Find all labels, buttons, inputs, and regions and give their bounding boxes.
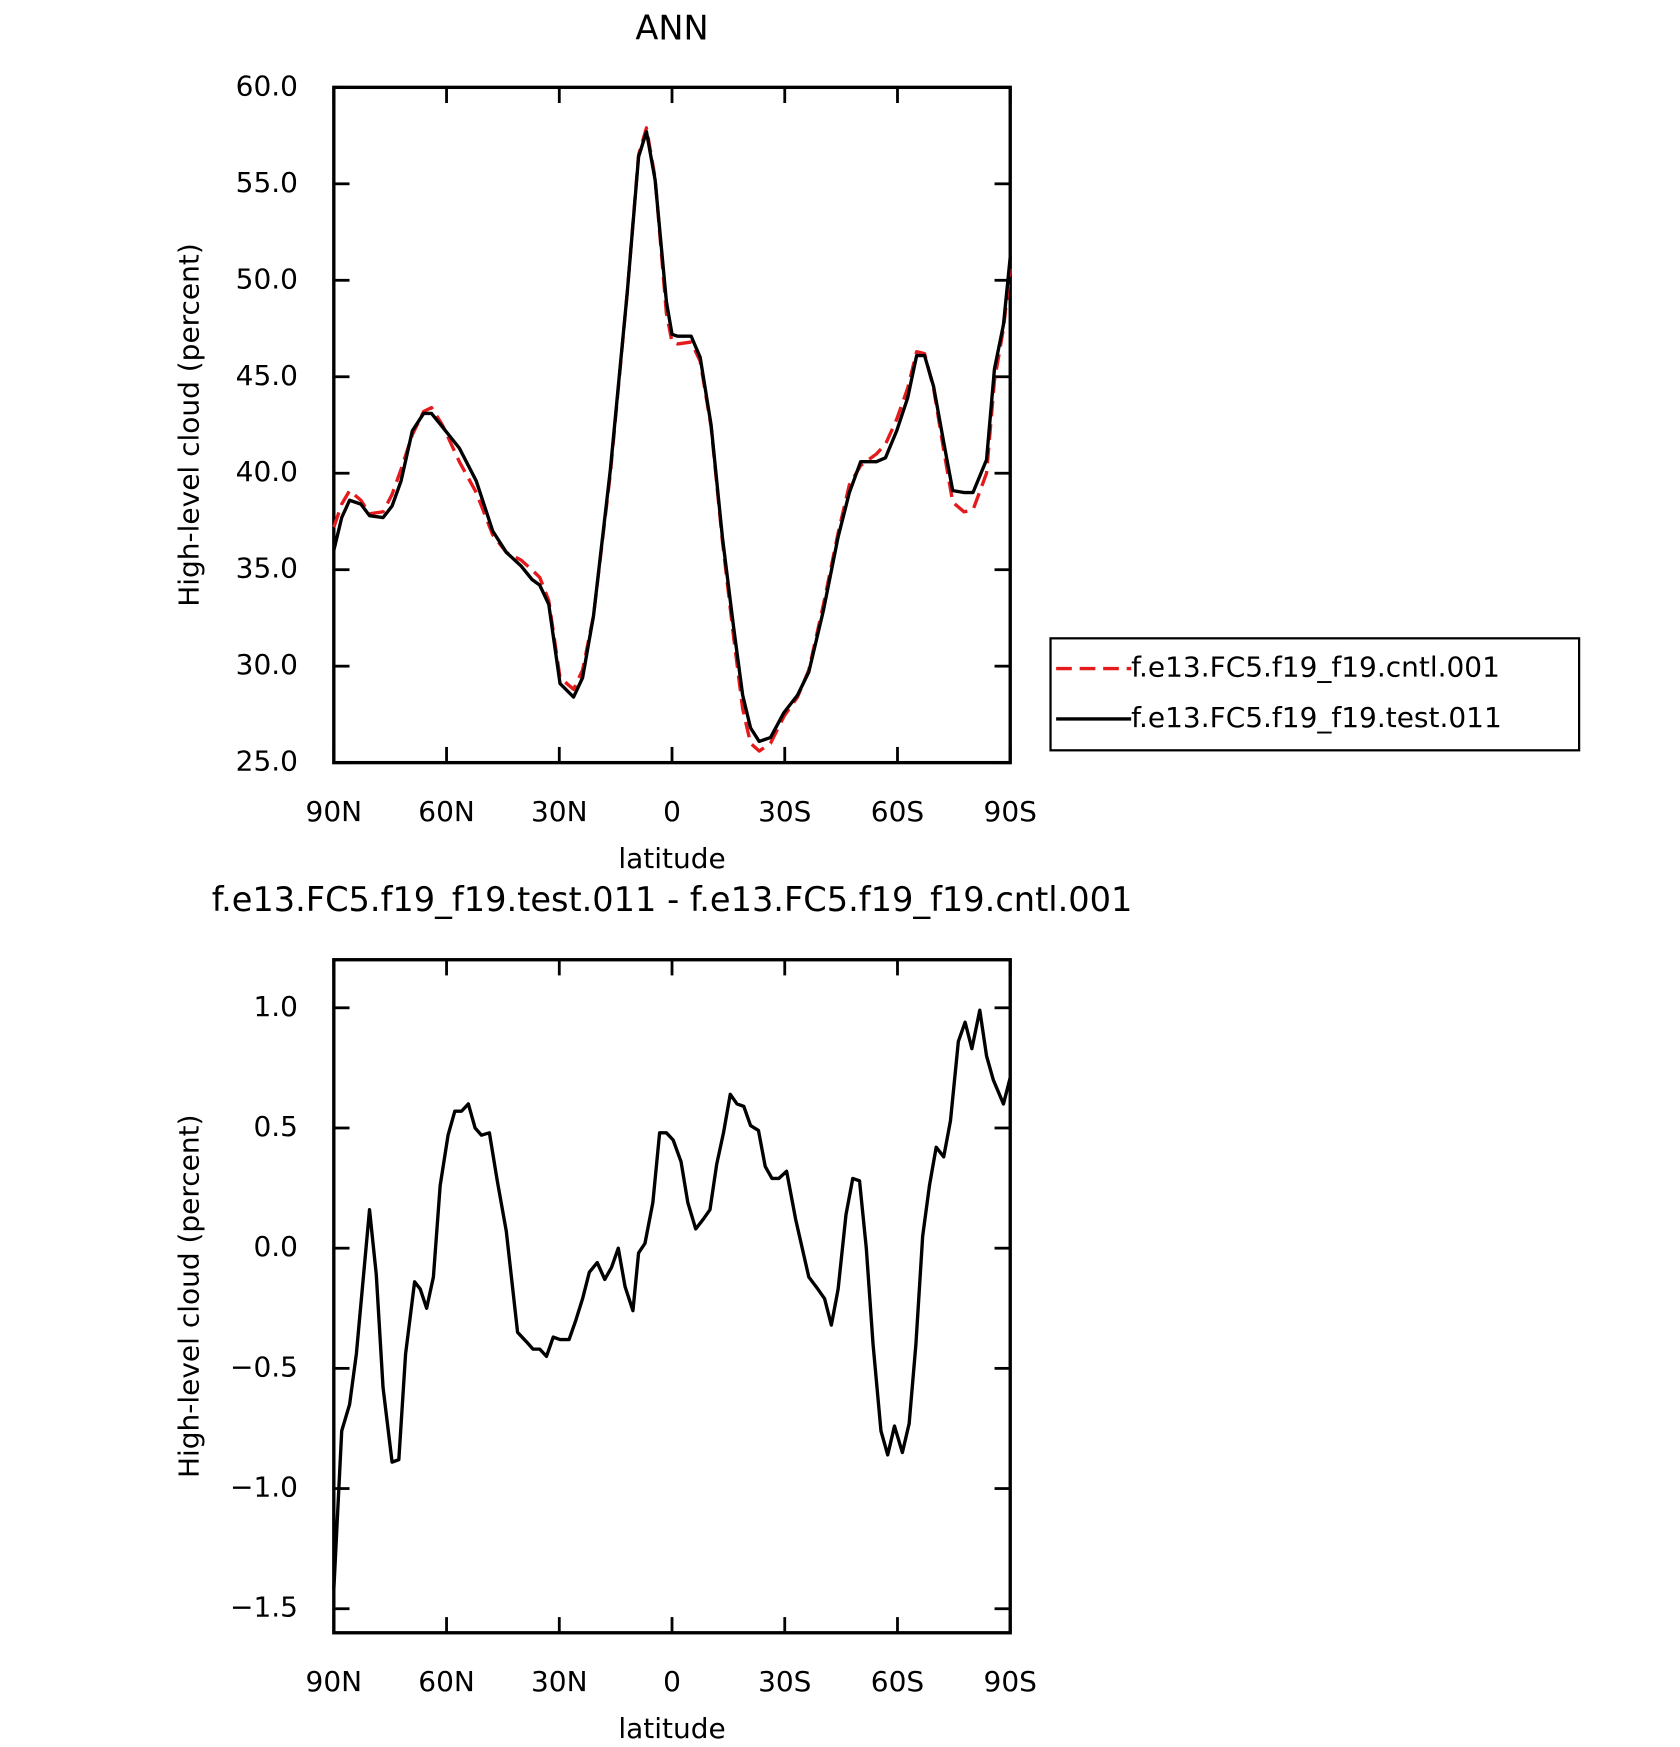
x-tick-label: 90N	[306, 795, 363, 828]
y-tick-label: 50.0	[236, 262, 298, 295]
x-tick-label: 60S	[871, 795, 924, 828]
y-axis-label: High-level cloud (percent)	[172, 1114, 205, 1478]
data-line	[332, 130, 1012, 744]
x-tick-label: 0	[663, 795, 681, 828]
x-tick-label: 30S	[758, 795, 811, 828]
y-tick-label: 45.0	[236, 359, 298, 392]
x-tick-label: 30N	[531, 1665, 588, 1698]
chart-title: ANN	[635, 9, 708, 48]
y-tick-label: 35.0	[236, 552, 298, 585]
y-tick-label: 60.0	[236, 69, 298, 102]
x-tick-label: 90N	[306, 1665, 363, 1698]
data-line	[332, 1008, 1012, 1590]
y-tick-label: 1.0	[253, 990, 298, 1023]
y-axis-label: High-level cloud (percent)	[172, 243, 205, 607]
plot-frame	[332, 85, 1012, 765]
y-tick-label: 55.0	[236, 166, 298, 199]
x-tick-label: 60N	[418, 1665, 475, 1698]
y-tick-label: 0.5	[253, 1110, 298, 1143]
y-tick-label: −1.5	[230, 1591, 298, 1624]
x-tick-label: 60S	[871, 1665, 924, 1698]
legend-label: f.e13.FC5.f19_f19.cntl.001	[1131, 651, 1500, 684]
legend-box	[1049, 637, 1581, 752]
plot-frame	[332, 958, 1012, 1635]
x-tick-label: 90S	[984, 1665, 1037, 1698]
y-tick-label: −0.5	[230, 1350, 298, 1383]
x-tick-label: 90S	[984, 795, 1037, 828]
x-tick-label: 60N	[418, 795, 475, 828]
y-tick-label: 25.0	[236, 745, 298, 778]
x-tick-label: 0	[663, 1665, 681, 1698]
y-tick-label: 30.0	[236, 648, 298, 681]
legend-label: f.e13.FC5.f19_f19.test.011	[1131, 701, 1502, 734]
x-axis-label: latitude	[618, 842, 725, 875]
data-line	[332, 126, 1012, 753]
chart-title: f.e13.FC5.f19_f19.test.011 - f.e13.FC5.f…	[212, 880, 1133, 919]
y-tick-label: 40.0	[236, 455, 298, 488]
x-axis-label: latitude	[618, 1712, 725, 1745]
y-tick-label: 0.0	[253, 1230, 298, 1263]
x-tick-label: 30S	[758, 1665, 811, 1698]
y-tick-label: −1.0	[230, 1471, 298, 1504]
x-tick-label: 30N	[531, 795, 588, 828]
